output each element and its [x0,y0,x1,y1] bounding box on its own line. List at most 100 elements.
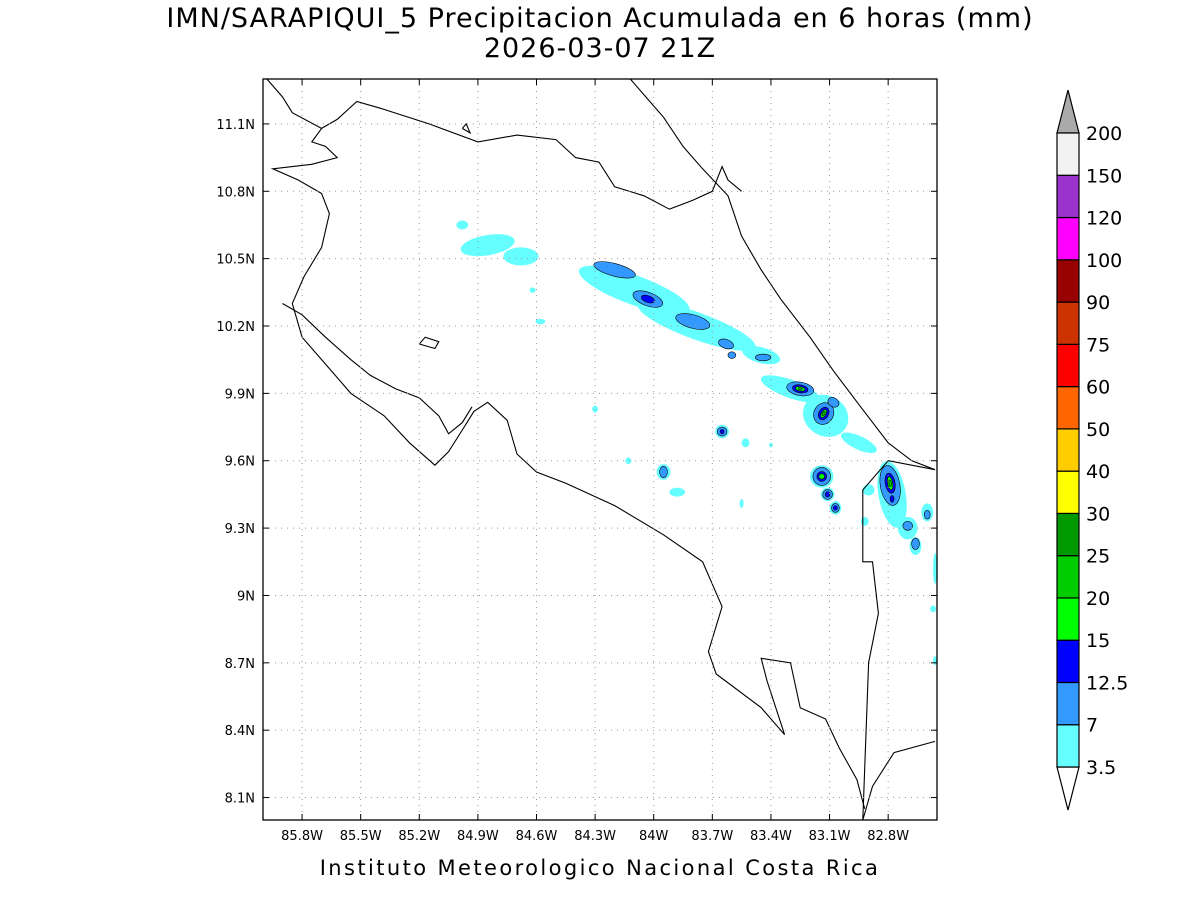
lat-tick-label: 11.1N [216,118,255,133]
lon-tick-label: 85.8W [281,829,323,844]
lon-tick-label: 82.8W [867,829,909,844]
precip-contours [456,220,937,666]
outline-nicoya-inner [282,303,473,435]
lon-tick-label: 84.9W [457,829,499,844]
colorbar-swatch [1056,343,1080,388]
outline-island-chira [418,336,440,350]
lat-tick-label: 9.6N [225,455,255,470]
colorbar-swatch [1056,724,1080,768]
lat-tick-label: 8.1N [225,792,255,807]
colorbar-legend: 3.5 7 12.5 15 20 25 30 40 50 60 75 90 100 120 150 200 [1056,89,1128,811]
lon-tick-label: 84.3W [574,829,616,844]
lat-tick-label: 10.8N [216,185,255,200]
precip-cell [659,466,668,478]
precip-cell [675,313,711,330]
colorbar-level-label: 50 [1086,419,1110,441]
precip-cell [669,487,685,497]
colorbar-level-label: 40 [1086,461,1110,483]
institution-credit: Instituto Meteorologico Nacional Costa R… [319,856,881,880]
precip-cell [739,498,744,508]
map-frame [262,78,938,821]
colorbar-lower-arrow [1056,766,1080,811]
precip-cell [888,479,892,487]
precip-cell [862,484,875,496]
precip-cell [755,353,772,362]
precip-cell [824,491,831,498]
lat-tick-label: 8.7N [225,657,255,672]
precip-cell [924,509,931,520]
outline-border-panama [862,460,936,821]
precip-cell [641,294,655,304]
colorbar-level-label: 60 [1086,377,1110,399]
latitude-tick-labels: 11.1N 10.8N 10.5N 10.2N 9.9N 9.6N 9.3N 9N 8.7N 8.… [216,118,255,807]
lat-tick-label: 10.2N [216,320,255,335]
colorbar-swatch [1056,132,1080,176]
colorbar-swatch [1056,386,1080,430]
colorbar-swatch [1056,174,1080,219]
colorbar-swatch [1056,681,1080,726]
colorbar-level-label: 3.5 [1086,757,1116,779]
colorbar-level-label: 30 [1086,503,1110,525]
coastline-borders [266,78,936,821]
colorbar-level-label: 7 [1086,715,1098,737]
precip-cell [529,287,536,293]
colorbar-swatch [1056,216,1080,261]
lon-tick-label: 85.2W [398,829,440,844]
colorbar-swatch [1056,428,1080,472]
precip-cell [930,605,937,613]
colorbar-swatch [1056,639,1080,684]
colorbar-swatch [1056,555,1080,599]
precip-cell [911,537,920,550]
lon-tick-label: 83.1W [809,829,851,844]
outline-island-solentiname [461,122,472,135]
precip-cell [798,387,803,391]
precip-cell [727,351,737,359]
colorbar-level-label: 100 [1086,250,1122,272]
precip-cell [827,397,840,408]
colorbar-level-label: 150 [1086,165,1122,187]
precip-cell [593,261,636,279]
lat-tick-label: 8.4N [225,724,255,739]
colorbar-level-label: 75 [1086,334,1110,356]
precip-cell [456,220,469,230]
map-title: IMN/SARAPIQUI_5 Precipitacion Acumulada … [166,3,1034,34]
colorbar-level-label: 12.5 [1086,672,1128,694]
colorbar-level-label: 25 [1086,546,1110,568]
lat-tick-label: 10.5N [216,253,255,268]
lon-tick-label: 85.5W [340,829,382,844]
outline-coast-caribbean [629,78,936,471]
outline-pacific-coast [266,78,866,809]
precip-cell [889,495,895,503]
lat-tick-label: 9N [237,589,255,604]
colorbar-level-label: 200 [1086,123,1122,145]
colorbar-level-label: 15 [1086,630,1110,652]
lat-tick-label: 9.3N [225,522,255,537]
outline-border-nicaragua [321,100,742,210]
colorbar-swatch [1056,597,1080,641]
colorbar-swatch [1056,470,1080,514]
colorbar-swatch [1056,301,1080,345]
lon-tick-label: 84.6W [516,829,558,844]
precip-cell [741,438,750,448]
map-subtitle-datetime: 2026-03-07 21Z [483,33,717,64]
colorbar-level-label: 20 [1086,588,1110,610]
colorbar-swatch [1056,512,1080,557]
precip-cell [821,411,826,416]
lat-tick-label: 9.9N [225,387,255,402]
longitude-tick-labels: 85.8W 85.5W 85.2W 84.9W 84.6W 84.3W 84W 83.7W 83… [281,829,909,844]
precip-cell [718,338,734,350]
colorbar-level-label: 90 [1086,292,1110,314]
precip-cell [719,428,725,435]
lon-tick-label: 83.4W [750,829,792,844]
colorbar-swatch [1056,259,1080,303]
grid-lines [263,79,937,820]
precip-cell [460,234,515,257]
lon-tick-label: 83.7W [691,829,733,844]
precip-cell [818,473,825,480]
precip-cell [535,318,546,325]
colorbar-upper-arrow [1056,89,1080,134]
precip-cell [860,516,869,526]
precip-cell [840,432,877,454]
precip-cell [503,247,539,266]
